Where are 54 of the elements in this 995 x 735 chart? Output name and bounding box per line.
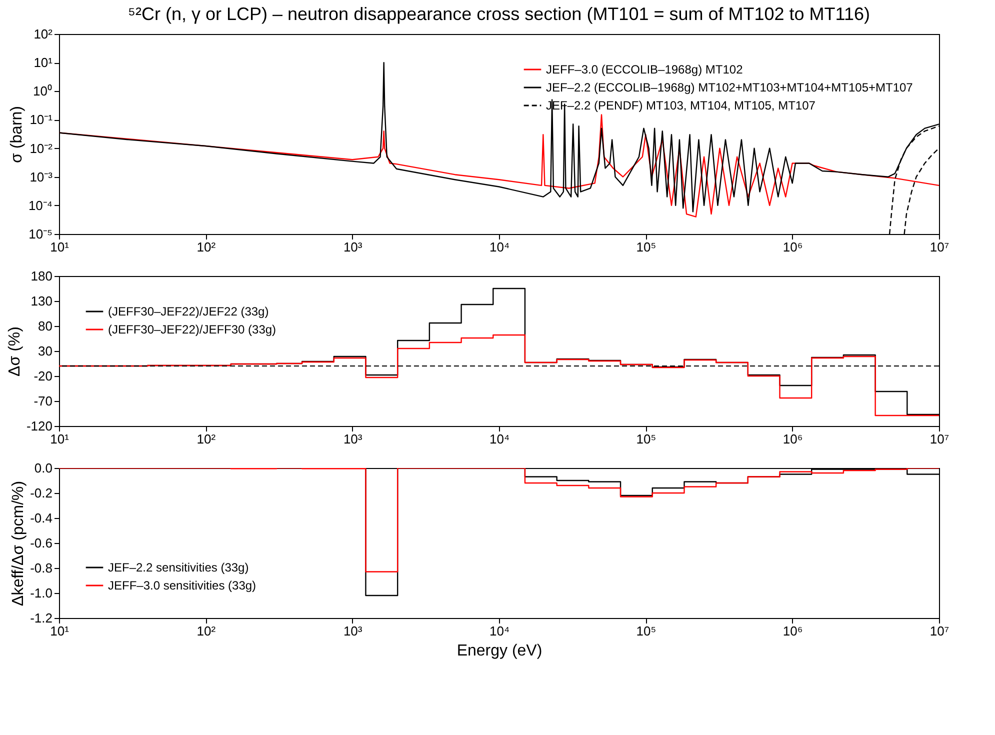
legend-label: JEF–2.2 sensitivities (33g)	[108, 560, 249, 574]
y-tick-label: 0.0	[34, 460, 52, 476]
legend-label: (JEFF30–JEF22)/JEFF30 (33g)	[108, 322, 276, 336]
y-tick-label: 130	[30, 294, 52, 308]
y-tick-label: 30	[38, 344, 52, 358]
x-axis-title: Energy (eV)	[456, 642, 542, 660]
y-tick-label: -0.2	[30, 486, 52, 500]
x-tick-label: 10⁶	[782, 240, 803, 254]
x-tick-label: 10¹	[50, 432, 70, 446]
x-tick-label: 10⁷	[930, 432, 950, 446]
x-tick-label: 10³	[343, 624, 363, 638]
y-tick-label: 10¹	[34, 55, 54, 70]
x-tick-label: 10⁵	[636, 624, 656, 638]
y-tick-label: 10⁻⁴	[28, 198, 52, 213]
x-tick-label: 10⁴	[489, 240, 510, 254]
x-tick-label: 10¹	[50, 624, 70, 638]
y-tick-label: -0.6	[30, 536, 52, 550]
chart-title: ⁵²Cr (n, γ or LCP) – neutron disappearance cross section (MT101 = sum of MT102 to MT116)	[128, 4, 870, 24]
y-tick-label: -70	[34, 394, 52, 408]
y-tick-label: -0.4	[30, 510, 52, 526]
y-tick-label: 80	[38, 318, 52, 334]
legend-label: (JEFF30–JEF22)/JEF22 (33g)	[108, 304, 269, 318]
x-tick-label: 10⁵	[636, 240, 656, 254]
y-tick-label: 10⁻³	[30, 169, 54, 184]
legend-label: JEF–2.2 (ECCOLIB–1968g) MT102+MT103+MT104+MT105+MT107	[546, 80, 914, 94]
y-axis-title: σ (barn)	[8, 106, 26, 163]
y-axis-title: Δσ (%)	[6, 326, 24, 376]
x-tick-label: 10⁴	[489, 624, 510, 638]
y-tick-label: 10⁻²	[30, 140, 54, 156]
y-tick-label: -1.2	[30, 610, 52, 626]
y-tick-label: 180	[30, 268, 52, 284]
y-tick-label: 10²	[34, 26, 54, 42]
x-tick-label: 10²	[196, 432, 216, 446]
x-tick-label: 10⁴	[489, 432, 510, 446]
x-tick-label: 10⁷	[930, 240, 950, 254]
y-tick-label: 10⁻¹	[30, 112, 54, 128]
x-tick-label: 10²	[196, 240, 216, 254]
x-tick-label: 10²	[196, 624, 216, 638]
y-tick-label: -1.0	[30, 586, 52, 600]
legend-label: JEFF–3.0 (ECCOLIB–1968g) MT102	[546, 62, 744, 76]
x-tick-label: 10⁶	[782, 432, 803, 446]
x-tick-label: 10³	[343, 432, 363, 446]
y-tick-label: -0.8	[30, 560, 52, 576]
x-tick-label: 10¹	[50, 240, 70, 254]
legend-label: JEFF–3.0 sensitivities (33g)	[108, 578, 256, 592]
y-tick-label: 10⁰	[33, 84, 52, 99]
y-axis-title: Δkeff/Δσ (pcm/%)	[10, 480, 28, 606]
x-tick-label: 10⁷	[930, 624, 950, 638]
x-tick-label: 10⁵	[636, 432, 656, 446]
y-tick-label: 10⁻⁵	[28, 226, 52, 242]
x-tick-label: 10³	[343, 240, 363, 254]
x-tick-label: 10⁶	[782, 624, 803, 638]
y-tick-label: -20	[34, 368, 52, 384]
y-tick-label: -120	[26, 418, 52, 434]
